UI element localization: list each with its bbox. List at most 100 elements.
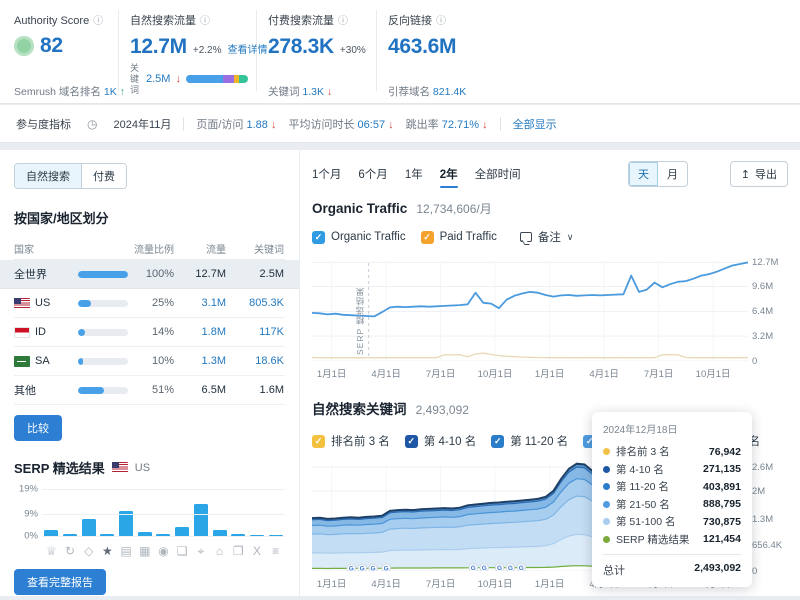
education-icon[interactable]: ⌂ xyxy=(215,544,224,558)
star-icon[interactable]: ★ xyxy=(102,544,113,558)
trend-panel: 1个月 6个月 1年 2年 全部时间 天 月 ↥ 导出 Organic Traf… xyxy=(300,150,800,596)
domain-rank-value[interactable]: 1K xyxy=(103,86,117,98)
legend-top3[interactable]: ✓ 排名前 3 名 xyxy=(312,433,390,449)
keywords-count[interactable]: 2.5M xyxy=(146,73,171,86)
series-dot-icon xyxy=(603,535,610,543)
tooltip-row: 第 11-20 名 403,891 xyxy=(603,478,741,496)
info-icon[interactable]: ⓘ xyxy=(200,16,210,27)
keywords-value[interactable]: 117K xyxy=(259,326,284,338)
engagement-date: 2024年11月 xyxy=(113,118,172,131)
series-dot-icon xyxy=(603,483,610,491)
crown-icon[interactable]: ♕ xyxy=(45,544,57,558)
engagement-bar: 参与度指标 ◷ 2024年11月 页面/访问 1.88 ↓ 平均访问时长 06:… xyxy=(0,105,800,143)
checkbox-icon[interactable]: ✓ xyxy=(491,434,505,448)
legend-paid-traffic[interactable]: ✓ Paid Traffic xyxy=(420,230,497,244)
serp-bar[interactable] xyxy=(63,534,78,536)
traffic-value[interactable]: 1.8M xyxy=(201,326,226,338)
y-tick-label: 0 xyxy=(752,566,758,577)
tooltip-date: 2024年12月18日 xyxy=(603,425,678,436)
col-country[interactable]: 国家 xyxy=(14,245,34,256)
table-row[interactable]: ID 14% 1.8M 117K xyxy=(14,318,285,347)
country-name: ID xyxy=(35,326,46,338)
serp-bar[interactable] xyxy=(212,529,227,536)
show-all-link[interactable]: 全部显示 xyxy=(512,118,557,131)
metric-label: 自然搜索流量 xyxy=(130,15,196,27)
tab-organic-search[interactable]: 自然搜索 xyxy=(15,164,82,188)
table-row[interactable]: US 25% 3.1M 805.3K xyxy=(14,289,285,318)
info-icon[interactable]: ⓘ xyxy=(338,16,348,27)
checkbox-icon[interactable]: ✓ xyxy=(312,434,325,448)
col-share[interactable]: 流量比例 xyxy=(134,245,174,256)
granularity-day[interactable]: 天 xyxy=(629,162,658,186)
tab-paid[interactable]: 付费 xyxy=(82,164,126,188)
checkbox-icon[interactable]: ✓ xyxy=(420,230,434,244)
serp-bar[interactable] xyxy=(249,534,264,536)
serp-bar[interactable] xyxy=(81,518,96,536)
table-row[interactable]: 其他 51% 6.5M 1.6M xyxy=(14,376,285,405)
legend-organic-traffic[interactable]: ✓ Organic Traffic xyxy=(312,230,406,244)
checkbox-icon[interactable]: ✓ xyxy=(404,434,418,448)
legend-label: 第 4-10 名 xyxy=(423,436,477,448)
info-icon[interactable]: ⓘ xyxy=(436,16,446,27)
col-keywords[interactable]: 关键词 xyxy=(254,245,284,256)
serp-bar[interactable] xyxy=(193,503,208,536)
divider xyxy=(376,10,377,91)
list-icon[interactable]: ≡ xyxy=(272,544,280,558)
avg-duration-label: 平均访问时长 xyxy=(288,118,355,131)
organic-traffic-change: +2.2% xyxy=(192,45,222,56)
serp-bar[interactable] xyxy=(44,529,59,536)
image-frame-icon[interactable]: ▦ xyxy=(139,544,151,558)
ref-domains-value[interactable]: 821.4K xyxy=(432,86,467,98)
serp-bar[interactable] xyxy=(137,532,152,536)
serp-bar[interactable] xyxy=(100,534,115,536)
keywords-value[interactable]: 18.6K xyxy=(255,355,284,367)
svg-text:G: G xyxy=(519,565,524,571)
table-row[interactable]: 全世界 100% 12.7M 2.5M xyxy=(0,260,299,289)
traffic-value[interactable]: 3.1M xyxy=(201,297,226,309)
range-1y[interactable]: 1年 xyxy=(404,169,423,181)
details-link[interactable]: 查看详情 xyxy=(227,45,268,56)
backlinks-value: 463.6M xyxy=(388,35,457,58)
serp-bar[interactable] xyxy=(119,511,134,536)
domain-rank-label: Semrush 域名排名 xyxy=(14,86,101,98)
checkbox-icon[interactable]: ✓ xyxy=(312,230,325,244)
export-label: 导出 xyxy=(755,169,777,181)
range-2y[interactable]: 2年 xyxy=(439,166,458,188)
x-twitter-icon[interactable]: X xyxy=(252,544,261,558)
image-icon[interactable]: ▤ xyxy=(120,544,132,558)
range-1m[interactable]: 1个月 xyxy=(312,169,342,181)
compare-button[interactable]: 比较 xyxy=(14,415,62,441)
pages-visit-value: 1.88 xyxy=(246,118,268,131)
range-all[interactable]: 全部时间 xyxy=(474,169,521,181)
organic-traffic-chart[interactable]: SERP 精选结果 xyxy=(311,257,749,362)
paid-keywords-value[interactable]: 1.3K xyxy=(302,86,325,98)
notes-button[interactable]: 备注 ∨ xyxy=(519,229,574,245)
keywords-value[interactable]: 805.3K xyxy=(249,297,284,309)
legend-11-20[interactable]: ✓ 第 11-20 名 xyxy=(491,433,568,449)
col-traffic[interactable]: 流量 xyxy=(206,245,226,256)
video-icon[interactable]: ◉ xyxy=(158,544,169,558)
table-row[interactable]: SA 10% 1.3M 18.6K xyxy=(14,347,285,376)
export-button[interactable]: ↥ 导出 xyxy=(729,161,788,187)
copy-icon[interactable]: ❐ xyxy=(232,544,244,558)
refresh-icon[interactable]: ↻ xyxy=(65,544,76,558)
granularity-month[interactable]: 月 xyxy=(667,169,678,181)
serp-bar[interactable] xyxy=(268,534,283,536)
traffic-value[interactable]: 1.3M xyxy=(201,355,226,367)
diamond-icon[interactable]: ◇ xyxy=(84,544,94,558)
traffic-chart-y-axis: 12.7M 9.6M 6.4M 3.2M 0 xyxy=(752,257,798,367)
share-bar xyxy=(78,328,128,336)
serp-bar[interactable] xyxy=(175,527,190,536)
export-icon: ↥ xyxy=(740,168,750,181)
legend-4-10[interactable]: ✓ 第 4-10 名 xyxy=(404,433,477,449)
comment-icon[interactable]: ❑ xyxy=(176,544,188,558)
location-icon[interactable]: ⌖ xyxy=(197,543,205,558)
serp-bar[interactable] xyxy=(156,534,171,536)
serp-bar[interactable] xyxy=(231,533,246,536)
full-report-button[interactable]: 查看完整报告 xyxy=(14,569,106,595)
metric-label: Authority Score xyxy=(14,15,90,27)
range-6m[interactable]: 6个月 xyxy=(358,169,388,181)
traffic-type-tabs: 自然搜索 付费 xyxy=(14,163,127,189)
metric-paid-traffic: 付费搜索流量 ⓘ 278.3K +30% 关键词 1.3K ↓ xyxy=(268,12,372,98)
info-icon[interactable]: ⓘ xyxy=(93,16,104,27)
